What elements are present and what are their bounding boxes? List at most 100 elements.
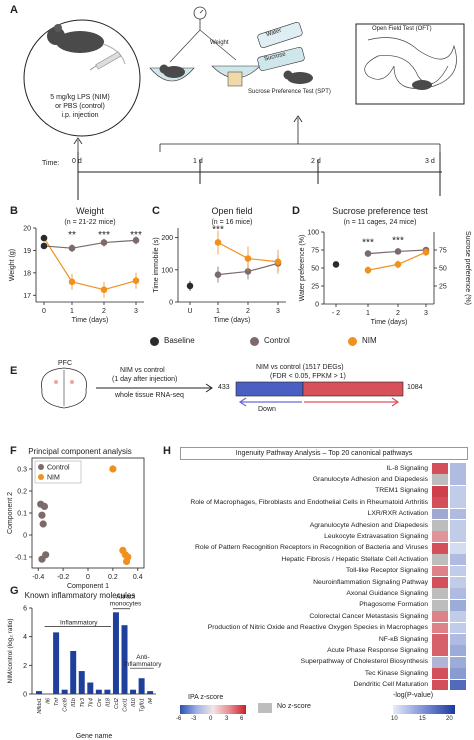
pca-xtick-label: 0: [86, 574, 90, 581]
no-zscore-label: No z-score: [277, 703, 311, 710]
bar: [87, 682, 94, 694]
spt-nim-point: [364, 266, 372, 274]
ipa-pvalue-cell: [450, 565, 466, 577]
spt-significance: ***: [362, 238, 374, 249]
ipa-zscore-cell: [432, 634, 448, 645]
ipa-row-label: Granulocyte Adhesion and Diapedesis: [312, 475, 428, 483]
ipa-zscore-cell: [432, 508, 448, 520]
ipa-row-label: Production of Nitric Oxide and Reactive …: [207, 624, 428, 632]
pca-legend-box: [34, 460, 82, 484]
weight-label: Weight: [210, 40, 229, 46]
panel-label-f: F: [10, 445, 17, 457]
ipa-pvalue-cell: [450, 474, 466, 486]
pca-xtick-label: -0.4: [32, 574, 44, 581]
ipa-pvalue-cell: [450, 611, 466, 622]
ipa-title: Ingenuity Pathway Analysis – Top 20 cano…: [180, 447, 468, 460]
bar-ytick-label: 4: [23, 634, 27, 641]
openfield-title: Open field: [211, 206, 252, 216]
pca-nim-point: [109, 465, 117, 473]
spt-control-point: [394, 248, 402, 255]
deg-bar-down: [235, 381, 304, 397]
openfield-nim-point: [214, 239, 222, 246]
ipa-pvalue-cell: [450, 554, 466, 565]
spt-ytick-right-label: 75: [439, 248, 447, 255]
ipa-pvalue-cell: [450, 645, 466, 657]
bar: [130, 689, 137, 694]
ipa-row-label: TREM1 Signaling: [375, 487, 428, 495]
panel-a-illustration: [23, 6, 465, 200]
ipa-row-label: Role of Pattern Recognition Receptors in…: [195, 544, 428, 552]
bar: [104, 689, 111, 694]
openfield-control-point: [244, 268, 252, 275]
pca-ytick-label: 0.1: [17, 511, 27, 518]
ipa-row-label: Agranulocyte Adhesion and Diapedesis: [309, 521, 428, 529]
ipa-zscore-cell: [432, 474, 448, 486]
pfc-label: PFC: [58, 360, 72, 367]
pca-ytick-label: -0.1: [15, 555, 27, 562]
ipa-zscore-cell: [432, 497, 448, 508]
weight-baseline-point: [40, 234, 48, 242]
bar-ytick-label: 6: [23, 606, 27, 613]
ipa-row-label: LXR/RXR Activation: [367, 510, 428, 518]
bar-xtick-label: Cxcl9: [63, 698, 69, 712]
timepoint-2: 2 d: [311, 158, 321, 165]
weight-xtick-label: 3: [134, 308, 138, 315]
deg-sub: (FDR < 0.05, FPKM > 1): [270, 373, 346, 380]
pca-ytick-label: 0: [23, 533, 27, 540]
timepoint-0: 0 d: [72, 158, 82, 165]
weight-significance: **: [68, 230, 76, 241]
weight-nim-line: [43, 237, 137, 291]
spt-mouse-icon: [283, 70, 313, 84]
openfield-ylabel: Time immobile (s): [153, 237, 160, 292]
pca-title: Principal component analysis: [28, 447, 132, 456]
weight-nim-point: [68, 278, 76, 286]
weight-subtitle: (n = 21-22 mice): [64, 219, 115, 226]
pca-xtick-label: -0.2: [57, 574, 69, 581]
pca-ytick-label: 0.2: [17, 489, 27, 496]
ipa-pvalue-cell: [450, 508, 466, 520]
pca-legend-control-label: Control: [47, 465, 70, 472]
bar-xtick-label: Tlr3: [80, 697, 86, 707]
oft-label: Open Field Test (OFT): [372, 26, 432, 32]
bar-group-label: monocytes: [110, 601, 142, 608]
weight-baseline-point: [40, 242, 48, 250]
openfield-control-point: [214, 271, 222, 278]
spt-subtitle: (n = 11 cages, 24 mice): [344, 219, 417, 226]
pca-xlabel: Component 1: [67, 583, 109, 590]
injection-text: 5 mg/kg LPS (NIM) or PBS (control) i.p. …: [50, 94, 110, 119]
bar-xtick-label: Il6: [46, 697, 52, 704]
pca-legend-control-dot: [38, 464, 44, 470]
bar: [121, 625, 128, 694]
ipa-zscore-cell: [432, 554, 448, 565]
bar: [147, 691, 154, 694]
mouse-on-scale-icon: [159, 64, 185, 78]
ipa-row-label: Dendritic Cell Maturation: [353, 681, 428, 689]
deg-bar-up: [302, 381, 404, 397]
e-arrow-top: NIM vs control: [120, 367, 165, 374]
p-gradient: [393, 705, 455, 714]
weight-xtick-label: 2: [102, 308, 106, 315]
ipa-pvalue-cell: [450, 634, 466, 645]
openfield-subtitle: (n = 16 mice): [211, 219, 252, 226]
ipa-row-label: Phagosome Formation: [359, 601, 428, 609]
zscore-legend-title: IPA z-score: [188, 694, 224, 701]
oft-trace: [364, 37, 457, 89]
openfield-xtick-label: U: [187, 308, 192, 315]
down-count: 433: [218, 384, 230, 391]
spt-ytick-label: 75: [311, 248, 319, 255]
weight-ytick-label: 19: [23, 248, 31, 255]
ipa-zscore-cell: [432, 679, 448, 691]
bar: [138, 678, 145, 694]
no-zscore-swatch: [258, 703, 272, 713]
ipa-pvalue-cell: [450, 588, 466, 600]
ipa-zscore-cell: [432, 565, 448, 577]
ipa-row-label: IL-8 Signaling: [386, 464, 428, 472]
ipa-row-label: Toll-like Receptor Signaling: [346, 567, 428, 575]
pca-xtick-label: 0.4: [133, 574, 143, 581]
legend-nim-label: NIM: [362, 336, 377, 345]
spt-ytick-label: 0: [315, 302, 319, 309]
spt-xtick-label: 2: [396, 310, 400, 317]
ipa-pvalue-cell: [450, 485, 466, 497]
bar-xtick-label: Tnf: [54, 698, 60, 706]
